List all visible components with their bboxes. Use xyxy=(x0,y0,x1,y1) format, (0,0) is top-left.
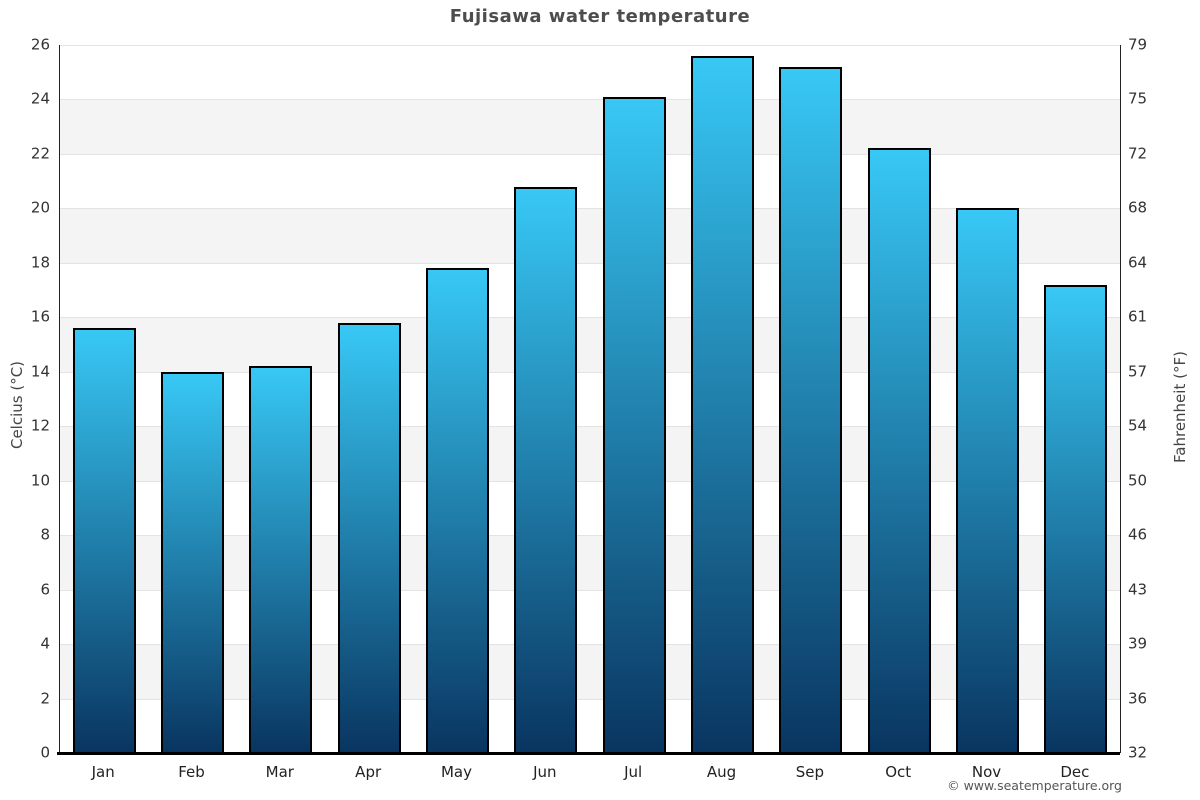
celsius-tick-2: 2 xyxy=(40,689,50,708)
fahrenheit-tick-54: 54 xyxy=(1128,416,1148,435)
gridline xyxy=(60,698,1120,700)
bar-jul xyxy=(602,96,666,753)
celsius-tick-0: 0 xyxy=(40,743,50,762)
month-label-apr: Apr xyxy=(355,763,382,781)
month-label-feb: Feb xyxy=(178,763,205,781)
fahrenheit-tick-46: 46 xyxy=(1128,525,1148,544)
source-credit-link[interactable]: © www.seatemperature.org xyxy=(947,778,1122,793)
bar-dec xyxy=(1044,284,1108,753)
celsius-tick-14: 14 xyxy=(30,362,50,381)
month-label-oct: Oct xyxy=(885,763,912,781)
celsius-tick-12: 12 xyxy=(30,416,50,435)
month-label-jun: Jun xyxy=(533,763,557,781)
celsius-tick-16: 16 xyxy=(30,307,50,326)
shaded-band xyxy=(60,535,1120,590)
y-axis-label-celsius: Celcius (°C) xyxy=(8,360,26,450)
bar-jun xyxy=(514,186,578,753)
month-label-jul: Jul xyxy=(624,763,643,781)
shaded-band xyxy=(60,99,1120,154)
celsius-tick-4: 4 xyxy=(40,634,50,653)
fahrenheit-tick-43: 43 xyxy=(1128,580,1148,599)
celsius-tick-26: 26 xyxy=(30,35,50,54)
fahrenheit-tick-50: 50 xyxy=(1128,471,1148,490)
x-axis-baseline xyxy=(57,752,1120,755)
fahrenheit-tick-79: 79 xyxy=(1128,35,1148,54)
celsius-tick-8: 8 xyxy=(40,525,50,544)
gridline xyxy=(60,371,1120,373)
gridline xyxy=(60,426,1120,428)
fahrenheit-tick-68: 68 xyxy=(1128,198,1148,217)
fahrenheit-tick-75: 75 xyxy=(1128,89,1148,108)
bar-may xyxy=(426,268,489,753)
bar-chart-plot-area xyxy=(59,45,1121,753)
chart-title: Fujisawa water temperature xyxy=(449,6,751,27)
fahrenheit-tick-36: 36 xyxy=(1128,689,1148,708)
gridline xyxy=(60,99,1120,101)
month-label-jan: Jan xyxy=(91,763,115,781)
bar-jan xyxy=(72,328,136,753)
bar-feb xyxy=(161,371,224,753)
gridline xyxy=(60,589,1120,591)
gridline xyxy=(60,208,1120,210)
month-label-may: May xyxy=(440,763,473,781)
gridline xyxy=(60,480,1120,482)
gridline xyxy=(60,535,1120,537)
fahrenheit-tick-61: 61 xyxy=(1128,307,1148,326)
month-label-sep: Sep xyxy=(795,763,824,781)
month-label-dec: Dec xyxy=(1060,763,1090,781)
shaded-band xyxy=(60,208,1120,263)
celsius-tick-6: 6 xyxy=(40,580,50,599)
celsius-tick-10: 10 xyxy=(30,471,50,490)
celsius-tick-20: 20 xyxy=(30,198,50,217)
gridline xyxy=(60,45,1120,46)
celsius-tick-18: 18 xyxy=(30,253,50,272)
fahrenheit-tick-64: 64 xyxy=(1128,253,1148,272)
fahrenheit-tick-32: 32 xyxy=(1128,743,1148,762)
bar-aug xyxy=(691,55,754,753)
bar-nov xyxy=(956,208,1019,753)
fahrenheit-tick-57: 57 xyxy=(1128,362,1148,381)
shaded-band xyxy=(60,317,1120,372)
fahrenheit-tick-72: 72 xyxy=(1128,144,1148,163)
gridline xyxy=(60,153,1120,155)
bar-apr xyxy=(337,322,401,753)
month-label-mar: Mar xyxy=(265,763,294,781)
month-label-aug: Aug xyxy=(706,763,737,781)
gridline xyxy=(60,317,1120,319)
shaded-band xyxy=(60,426,1120,481)
gridline xyxy=(60,262,1120,264)
y-axis-label-fahrenheit: Fahrenheit (°F) xyxy=(1171,351,1189,463)
gridline xyxy=(60,644,1120,646)
bar-mar xyxy=(249,366,313,753)
shaded-band xyxy=(60,644,1120,699)
celsius-tick-22: 22 xyxy=(30,144,50,163)
bar-oct xyxy=(867,148,931,753)
month-label-nov: Nov xyxy=(971,763,1002,781)
bar-sep xyxy=(779,66,843,753)
celsius-tick-24: 24 xyxy=(30,89,50,108)
fahrenheit-tick-39: 39 xyxy=(1128,634,1148,653)
